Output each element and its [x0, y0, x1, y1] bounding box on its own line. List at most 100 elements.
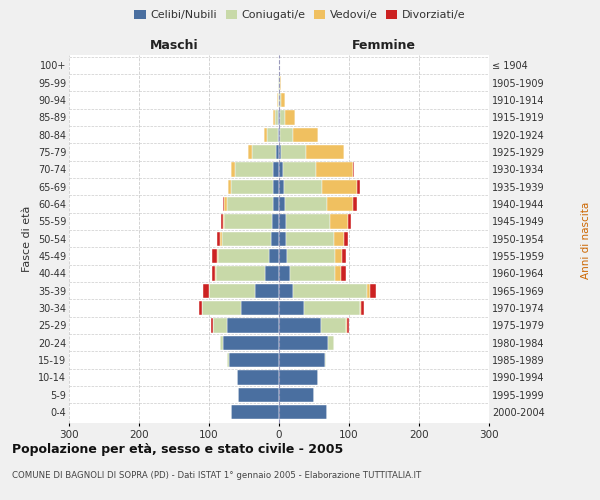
Bar	[267, 128, 278, 142]
Bar	[217, 249, 218, 263]
Bar	[252, 145, 276, 159]
Bar	[284, 180, 322, 194]
Bar	[370, 284, 376, 298]
Bar	[279, 214, 286, 228]
Bar	[325, 353, 326, 367]
Bar	[254, 284, 279, 298]
Bar	[284, 197, 326, 211]
Bar	[228, 180, 232, 194]
Bar	[224, 214, 272, 228]
Text: COMUNE DI BAGNOLI DI SOPRA (PD) - Dati ISTAT 1° gennaio 2005 - Elaborazione TUTT: COMUNE DI BAGNOLI DI SOPRA (PD) - Dati I…	[12, 471, 421, 480]
Bar	[284, 110, 295, 124]
Bar	[223, 197, 224, 211]
Bar	[359, 301, 361, 315]
Bar	[278, 128, 279, 142]
Bar	[232, 405, 279, 419]
Bar	[334, 232, 344, 246]
Bar	[358, 180, 359, 194]
Text: Maschi: Maschi	[149, 38, 199, 52]
Bar	[326, 197, 353, 211]
Bar	[272, 110, 275, 124]
Bar	[330, 214, 347, 228]
Bar	[279, 128, 280, 142]
Bar	[279, 249, 287, 263]
Bar	[361, 301, 364, 315]
Bar	[347, 318, 349, 332]
Y-axis label: Fasce di età: Fasce di età	[22, 206, 32, 272]
Text: Popolazione per età, sesso e stato civile - 2005: Popolazione per età, sesso e stato civil…	[12, 442, 343, 456]
Bar	[203, 284, 209, 298]
Bar	[272, 214, 279, 228]
Bar	[279, 353, 325, 367]
Bar	[321, 318, 346, 332]
Bar	[279, 110, 280, 124]
Bar	[223, 336, 279, 350]
Bar	[224, 197, 227, 211]
Bar	[248, 145, 252, 159]
Bar	[279, 405, 326, 419]
Bar	[276, 145, 279, 159]
Bar	[212, 266, 215, 280]
Bar	[281, 145, 305, 159]
Bar	[283, 162, 316, 176]
Bar	[279, 266, 290, 280]
Bar	[280, 76, 281, 90]
Bar	[231, 162, 235, 176]
Bar	[367, 284, 370, 298]
Bar	[265, 266, 279, 280]
Bar	[279, 145, 281, 159]
Bar	[335, 266, 341, 280]
Bar	[217, 232, 220, 246]
Bar	[216, 266, 265, 280]
Bar	[202, 301, 241, 315]
Bar	[328, 336, 334, 350]
Bar	[280, 128, 293, 142]
Bar	[227, 353, 229, 367]
Bar	[227, 197, 272, 211]
Bar	[229, 353, 279, 367]
Legend: Celibi/Nubili, Coniugati/e, Vedovi/e, Divorziati/e: Celibi/Nubili, Coniugati/e, Vedovi/e, Di…	[130, 6, 470, 25]
Bar	[279, 180, 284, 194]
Bar	[227, 318, 279, 332]
Bar	[235, 162, 274, 176]
Bar	[211, 318, 212, 332]
Bar	[279, 370, 317, 384]
Bar	[237, 370, 279, 384]
Bar	[353, 162, 354, 176]
Bar	[347, 214, 351, 228]
Bar	[279, 197, 284, 211]
Bar	[342, 249, 346, 263]
Bar	[305, 145, 344, 159]
Bar	[212, 318, 227, 332]
Bar	[212, 249, 217, 263]
Bar	[232, 180, 274, 194]
Bar	[279, 284, 293, 298]
Bar	[238, 388, 279, 402]
Bar	[279, 76, 280, 90]
Bar	[271, 232, 279, 246]
Bar	[353, 197, 356, 211]
Bar	[241, 301, 279, 315]
Bar	[344, 232, 347, 246]
Bar	[221, 214, 223, 228]
Bar	[335, 249, 342, 263]
Text: Anni di nascita: Anni di nascita	[581, 202, 591, 278]
Bar	[280, 110, 284, 124]
Bar	[287, 249, 335, 263]
Bar	[293, 284, 367, 298]
Bar	[278, 93, 279, 107]
Bar	[304, 301, 359, 315]
Bar	[272, 197, 279, 211]
Bar	[218, 249, 269, 263]
Bar	[215, 266, 216, 280]
Bar	[341, 266, 346, 280]
Bar	[274, 180, 279, 194]
Bar	[279, 388, 314, 402]
Bar	[263, 128, 267, 142]
Bar	[290, 266, 335, 280]
Bar	[220, 336, 223, 350]
Bar	[223, 214, 224, 228]
Bar	[278, 76, 279, 90]
Text: Femmine: Femmine	[352, 38, 416, 52]
Bar	[286, 214, 330, 228]
